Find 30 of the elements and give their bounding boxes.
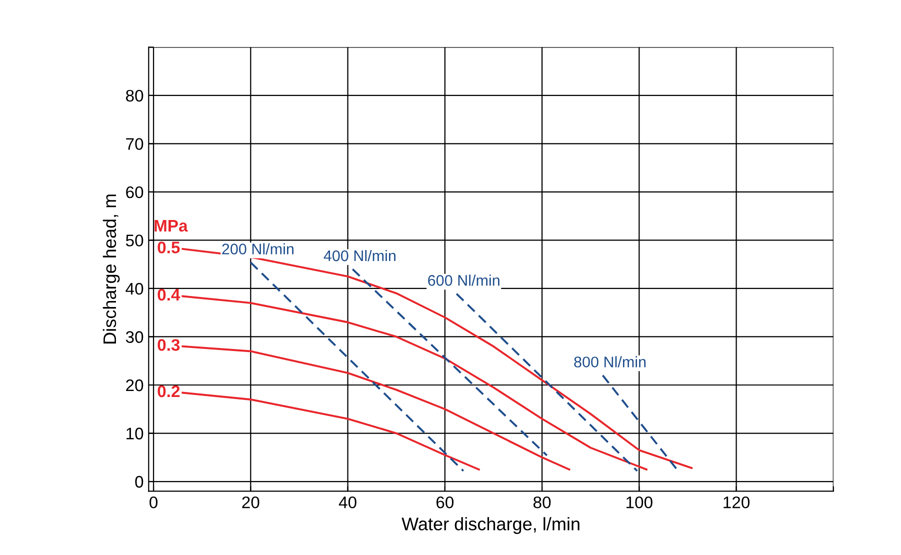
y-tick-label: 70: [126, 138, 144, 150]
line-series: [182, 295, 648, 470]
x-tick-label: 20: [242, 496, 260, 508]
y-tick-label: 50: [126, 234, 144, 246]
x-tick-label: 60: [436, 496, 454, 508]
y-axis-title: Discharge head, m: [102, 194, 120, 344]
line-series: [182, 345, 570, 470]
x-axis-title: Water discharge, l/min: [402, 517, 580, 534]
y-tick-label: 60: [126, 186, 144, 198]
y-tick-label: 80: [126, 90, 144, 102]
series-label: 600 Nl/min: [428, 274, 500, 286]
x-tick-label: 40: [338, 496, 356, 508]
y-tick-label: 20: [126, 379, 144, 392]
series-label: 800 Nl/min: [574, 356, 646, 368]
line-series: [182, 392, 480, 470]
series-label: 0.2: [158, 385, 180, 398]
y-tick-label: 0: [135, 476, 144, 488]
series-label: 400 Nl/min: [324, 250, 396, 262]
x-tick-label: 0: [150, 496, 158, 508]
x-tick-label: 80: [533, 496, 551, 508]
series-label: 0.5: [158, 242, 180, 254]
series-label: 0.4: [158, 288, 180, 301]
x-tick-label: 120: [724, 496, 750, 508]
y-tick-label: 40: [126, 282, 144, 295]
series-label: 200 Nl/min: [222, 243, 294, 254]
series-label: 0.3: [158, 339, 180, 351]
annotation: MPa: [154, 220, 188, 232]
y-tick-label: 10: [126, 428, 144, 440]
y-tick-label: 30: [126, 331, 144, 343]
x-tick-label: 100: [626, 496, 652, 508]
